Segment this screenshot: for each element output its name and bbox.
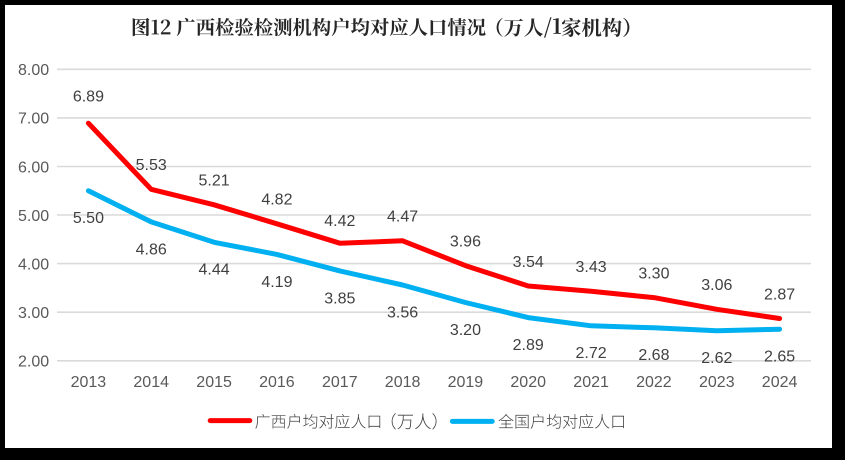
svg-text:2.65: 2.65 <box>764 349 795 366</box>
svg-text:3.54: 3.54 <box>513 254 544 271</box>
svg-text:4.00: 4.00 <box>18 256 49 273</box>
svg-text:3.43: 3.43 <box>576 259 607 276</box>
svg-text:2015: 2015 <box>196 374 232 391</box>
svg-text:7.00: 7.00 <box>18 111 49 128</box>
svg-text:2013: 2013 <box>71 374 107 391</box>
svg-text:5.53: 5.53 <box>136 157 167 174</box>
svg-text:2018: 2018 <box>385 374 421 391</box>
svg-text:2.00: 2.00 <box>18 354 49 371</box>
svg-text:3.20: 3.20 <box>450 322 481 339</box>
svg-text:2.68: 2.68 <box>638 347 669 364</box>
svg-text:4.82: 4.82 <box>261 192 292 209</box>
svg-text:2022: 2022 <box>636 374 672 391</box>
svg-text:6.89: 6.89 <box>73 88 104 105</box>
svg-text:2017: 2017 <box>322 374 358 391</box>
svg-text:5.00: 5.00 <box>18 208 49 225</box>
svg-text:2024: 2024 <box>762 374 798 391</box>
svg-text:2016: 2016 <box>259 374 295 391</box>
svg-text:4.44: 4.44 <box>199 262 230 279</box>
svg-text:4.86: 4.86 <box>136 241 167 258</box>
svg-text:2020: 2020 <box>510 374 546 391</box>
svg-text:8.00: 8.00 <box>18 62 49 79</box>
svg-text:3.85: 3.85 <box>324 290 355 307</box>
svg-text:3.00: 3.00 <box>18 305 49 322</box>
svg-text:2.87: 2.87 <box>764 286 795 303</box>
svg-text:2.62: 2.62 <box>701 350 732 367</box>
svg-text:2019: 2019 <box>448 374 484 391</box>
svg-text:2.89: 2.89 <box>513 337 544 354</box>
svg-text:6.00: 6.00 <box>18 159 49 176</box>
svg-text:4.42: 4.42 <box>324 213 355 230</box>
svg-text:3.30: 3.30 <box>638 265 669 282</box>
svg-text:3.96: 3.96 <box>450 233 481 250</box>
svg-text:2.72: 2.72 <box>576 345 607 362</box>
svg-text:2021: 2021 <box>573 374 609 391</box>
svg-text:5.50: 5.50 <box>73 210 104 227</box>
svg-text:5.21: 5.21 <box>199 173 230 190</box>
svg-text:4.47: 4.47 <box>387 209 418 226</box>
svg-text:2023: 2023 <box>699 374 735 391</box>
svg-text:2014: 2014 <box>133 374 169 391</box>
svg-text:3.06: 3.06 <box>701 277 732 294</box>
svg-text:3.56: 3.56 <box>387 304 418 321</box>
svg-text:4.19: 4.19 <box>261 274 292 291</box>
